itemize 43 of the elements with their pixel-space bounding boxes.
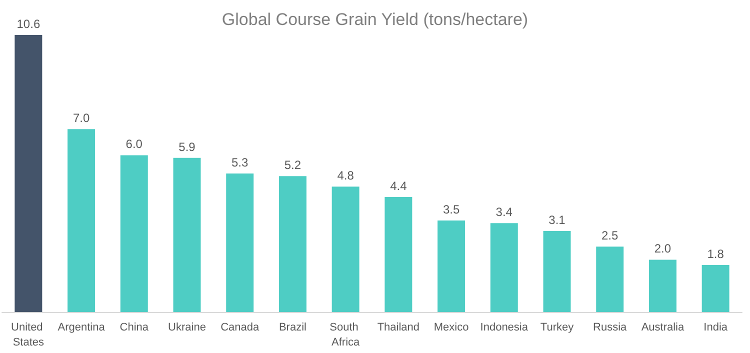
data-label: 5.9 [178, 140, 196, 154]
data-label: 7.0 [72, 111, 90, 126]
x-tick-label: Russia [593, 322, 628, 334]
x-tick-label: Argentina [58, 322, 106, 334]
x-tick-label: South Africa [330, 322, 362, 348]
bar [68, 129, 96, 312]
data-label: 3.4 [496, 205, 513, 220]
x-tick-label: Ukraine [168, 322, 206, 334]
data-label: 4.8 [337, 168, 354, 183]
x-tick-label: Thailand [377, 322, 420, 334]
bar [384, 197, 412, 312]
chart-title: Global Course Grain Yield (tons/hectare) [222, 10, 528, 29]
data-label: 3.5 [442, 202, 460, 217]
x-tick-label: Mexico [434, 322, 469, 334]
data-label: 2.0 [654, 242, 672, 256]
bar [438, 220, 466, 312]
data-label: 6.0 [126, 137, 143, 152]
bar [173, 158, 201, 312]
bar [596, 246, 624, 312]
bar [648, 260, 676, 312]
x-tick-label: India [704, 322, 728, 334]
bar [490, 223, 518, 312]
data-label: 10.6 [16, 17, 40, 31]
x-tick-label: Indonesia [480, 322, 529, 334]
data-label: 1.8 [707, 246, 724, 261]
bar [332, 186, 360, 312]
x-tick-label: Turkey [540, 322, 574, 334]
x-tick-label: Canada [220, 322, 260, 334]
data-label: 4.4 [390, 179, 408, 194]
bar [702, 264, 730, 312]
bar [226, 174, 254, 312]
x-tick-label: United States [11, 322, 46, 348]
bar [543, 230, 571, 312]
data-label: 2.5 [602, 228, 619, 243]
bar [14, 35, 42, 312]
data-label: 3.1 [548, 212, 566, 227]
x-tick-label: China [120, 322, 150, 334]
data-label: 5.2 [284, 158, 302, 172]
data-label: 5.3 [232, 156, 249, 170]
x-tick-label: Australia [641, 322, 685, 334]
x-tick-label: Brazil [278, 322, 306, 334]
bar [278, 176, 306, 312]
bar [120, 155, 148, 312]
